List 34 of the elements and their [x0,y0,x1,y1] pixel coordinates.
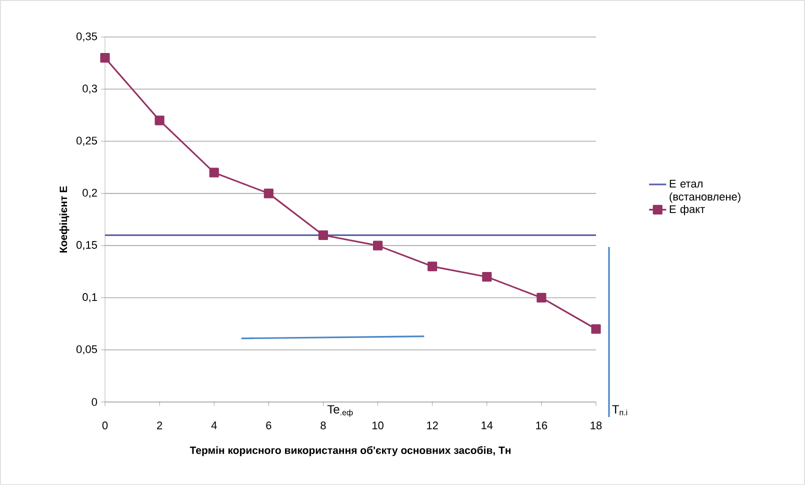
x-tick-label: 4 [211,422,217,430]
legend-label: Е етал (встановлене) [670,180,740,203]
y-tick-label: 0,35 [76,32,97,42]
x-tick-label: 16 [536,422,548,430]
y-tick-label: 0,2 [82,188,97,198]
y-tick-label: 0,1 [82,293,97,302]
y-tick-label: 0,05 [76,345,97,354]
y-tick-label: 0,25 [76,136,97,146]
x-tick-label: 8 [320,422,326,430]
x-tick-label: 10 [372,422,384,430]
point [591,324,601,334]
point [264,188,274,198]
x-tick-label: 2 [157,422,162,430]
point [372,240,383,250]
text: Te$_{.еф}$ [327,405,353,417]
point [100,53,110,63]
legend-label: Е факт [670,204,705,216]
x-axis-title: Термін корисного використання об'єкту основних засобів, Тн [190,446,511,456]
point [536,292,546,303]
point [428,262,438,272]
x-tick-label: 14 [482,422,493,430]
y-axis-title: Коефіцієнт Е [59,186,70,252]
point [482,272,492,282]
y-tick-label: 0,15 [76,241,97,250]
text: T$_{п.і}$ [612,405,628,416]
x-tick-label: 0 [102,422,108,430]
point [154,116,164,126]
x-tick-label: 18 [590,422,602,430]
y-tick-label: 0,3 [82,84,97,94]
point [209,168,219,178]
point [318,230,328,240]
x-tick-label: 12 [427,422,438,430]
x-tick-label: 6 [266,422,272,430]
y-tick-label: 0 [92,398,98,406]
